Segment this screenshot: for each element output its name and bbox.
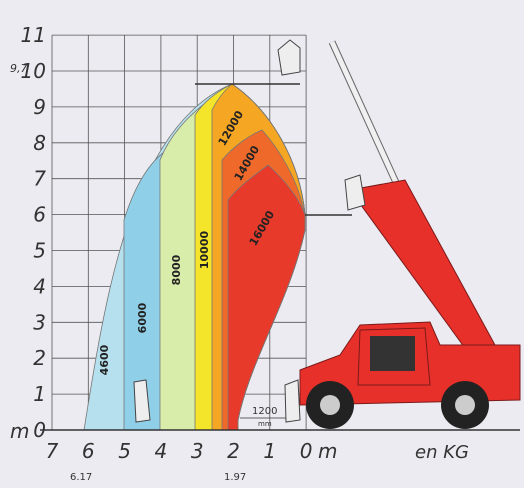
- x-label: 1: [263, 439, 276, 463]
- y-label: 11: [21, 23, 46, 47]
- clearance-unit: mm: [258, 420, 272, 428]
- y-label: 3: [33, 310, 46, 334]
- x-label: 6: [82, 439, 95, 463]
- zone-label: 4600: [98, 344, 111, 375]
- zone-label: 8000: [170, 254, 183, 285]
- fork-ground: [285, 380, 300, 422]
- x-marker: 1.97: [224, 472, 246, 483]
- clearance-value: 1200: [252, 406, 277, 417]
- rear-hub: [455, 395, 475, 415]
- load-chart: 9,7 m m 6.17 1.97 en KG 1200 mm 76543210…: [0, 0, 524, 488]
- x-label: 0: [300, 439, 313, 463]
- y-label: 0: [33, 418, 46, 442]
- x-label: 7: [46, 439, 59, 463]
- y-label: 8: [33, 131, 46, 155]
- zone-label: 10000: [198, 231, 211, 270]
- y-label: 9: [33, 95, 46, 119]
- y-label: 6: [33, 203, 46, 227]
- y-label: 7: [33, 167, 46, 191]
- x-label: 2: [227, 439, 240, 463]
- y-label: 5: [33, 239, 46, 263]
- unit-label: en KG: [415, 442, 469, 463]
- y-label: 10: [21, 59, 46, 83]
- front-hub: [320, 395, 340, 415]
- y-unit: m: [10, 419, 29, 443]
- zone-label: 6000: [136, 302, 149, 333]
- y-label: 4: [33, 274, 46, 298]
- x-unit: m: [318, 439, 337, 463]
- cab-window: [370, 336, 415, 371]
- x-marker: 6.17: [70, 472, 92, 483]
- y-label: 1: [33, 382, 46, 406]
- x-label: 4: [155, 439, 168, 463]
- y-label: 2: [33, 346, 46, 370]
- x-label: 5: [118, 439, 131, 463]
- x-label: 3: [191, 439, 204, 463]
